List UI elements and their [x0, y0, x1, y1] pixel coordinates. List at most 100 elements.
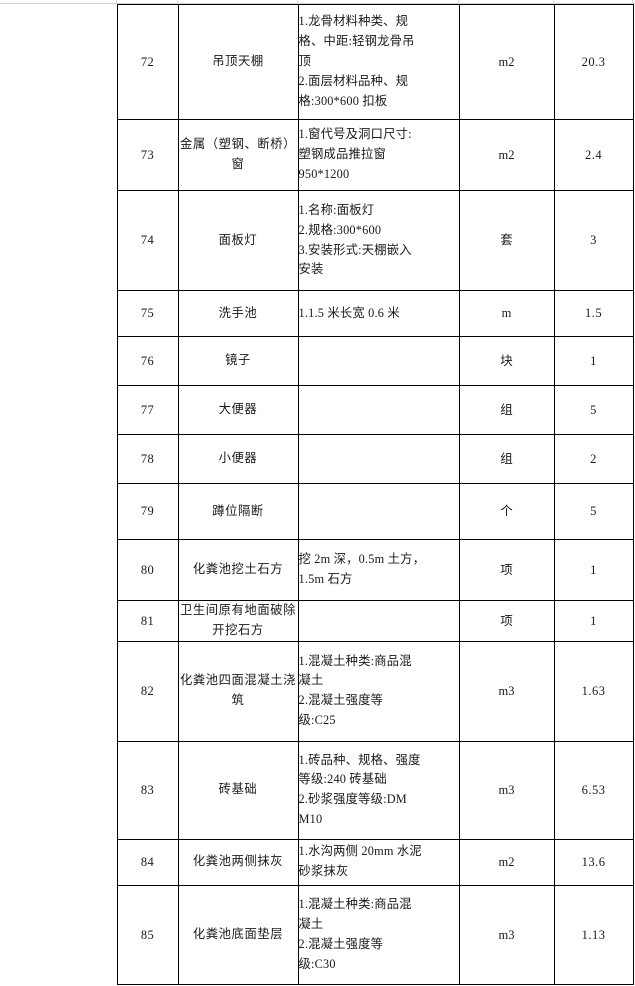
cell-item-description: 1.龙骨材料种类、规 格、中距:轻钢龙骨吊顶 2.面层材料品种、规 格:300*600… [297, 4, 460, 120]
description-line: 1.1.5 米长宽 0.6 米 [298, 305, 400, 320]
description-line: 凝土 [298, 916, 324, 931]
row-left-margin [5, 336, 118, 386]
cell-item-description [297, 600, 460, 642]
cell-unit: m2 [458, 838, 555, 886]
cell-quantity: 5 [553, 385, 634, 435]
cell-item-number: 78 [116, 434, 179, 484]
cell-unit: 组 [458, 385, 555, 435]
cell-item-description [297, 434, 460, 484]
cell-unit: m2 [458, 4, 555, 120]
description-line: 2.砂浆强度等级:DM [298, 792, 407, 807]
cell-item-number: 85 [116, 884, 179, 985]
cell-item-name: 化粪池挖土石方 [177, 539, 299, 601]
cell-quantity: 1.5 [553, 290, 634, 337]
cell-unit: m3 [458, 884, 555, 985]
description-line: 950*1200 [298, 166, 350, 181]
cell-item-name: 化粪池底面垫层 [177, 884, 299, 985]
cell-quantity: 20.3 [553, 4, 634, 120]
cropped-previous-row [0, 0, 635, 4]
cell-item-name: 卫生间原有地面破除开挖石方 [177, 600, 299, 642]
row-left-margin [5, 741, 118, 840]
cell-quantity: 1.13 [553, 884, 634, 985]
cell-item-description: 1.混凝土种类:商品混 凝土 2.混凝土强度等 级:C25 [297, 640, 460, 742]
cell-quantity: 13.6 [553, 838, 634, 886]
cell-item-name: 镜子 [177, 336, 299, 386]
cell-quantity: 1.63 [553, 640, 634, 742]
cell-item-number: 73 [116, 119, 179, 191]
cell-unit: 组 [458, 434, 555, 484]
table-row: 77 大便器 组 5 [5, 385, 634, 435]
row-left-margin [5, 600, 118, 642]
table-row: 76 镜子 块 1 [5, 336, 634, 386]
cell-quantity: 1 [553, 600, 634, 642]
cell-item-number: 84 [116, 838, 179, 886]
table-row: 80 化粪池挖土石方挖 2m 深，0.5m 土方， 1.5m 石方 项 1 [5, 539, 634, 601]
table-row: 72 吊顶天棚 1.龙骨材料种类、规 格、中距:轻钢龙骨吊顶 2.面层材料品种、规 格:3… [5, 4, 634, 120]
description-line: 1.混凝土种类:商品混 [298, 897, 412, 911]
description-line: 1.混凝土种类:商品混 [298, 653, 412, 668]
cell-item-number: 72 [116, 4, 179, 120]
cell-item-name: 洗手池 [177, 290, 299, 337]
cell-quantity: 5 [553, 483, 634, 540]
row-left-margin [5, 885, 118, 985]
table-body: 72 吊顶天棚 1.龙骨材料种类、规 格、中距:轻钢龙骨吊顶 2.面层材料品种、规 格:3… [5, 4, 634, 985]
cell-item-name: 吊顶天棚 [177, 4, 299, 120]
cell-item-number: 77 [116, 385, 179, 435]
cell-item-name: 化粪池四面混凝土浇筑 [177, 640, 299, 742]
description-line: 3.安装形式:天棚嵌入 [298, 242, 412, 257]
table-row: 75 洗手池 1.1.5 米长宽 0.6 米 m 1.5 [5, 290, 634, 337]
cell-item-number: 76 [116, 336, 179, 386]
row-left-margin [5, 539, 118, 601]
cell-item-number: 81 [116, 600, 179, 642]
cell-item-name: 大便器 [177, 385, 299, 435]
description-line: 格、中距:轻钢龙骨吊 [298, 34, 415, 49]
cell-item-description [297, 385, 460, 435]
cell-item-name: 蹲位隔断 [177, 483, 299, 540]
cell-unit: m2 [458, 119, 555, 191]
cell-item-description: 1.混凝土种类:商品混 凝土 2.混凝土强度等 级:C30 [297, 884, 460, 985]
table-row: 79 蹲位隔断 个 5 [5, 483, 634, 540]
cell-item-name: 金属（塑钢、断桥）窗 [177, 119, 299, 191]
description-line: 1.水沟两侧 20mm 水泥 [298, 844, 422, 859]
cell-unit: 项 [458, 600, 555, 642]
description-line: 顶 [298, 54, 311, 69]
description-line: 1.砖品种、规格、强度 [298, 752, 421, 767]
cell-item-number: 74 [116, 190, 179, 291]
description-line: 格:300*600 扣板 [298, 93, 388, 108]
cell-item-number: 80 [116, 539, 179, 601]
cell-item-number: 75 [116, 290, 179, 337]
cell-item-name: 化粪池两侧抹灰 [177, 838, 299, 886]
table-row: 84 化粪池两侧抹灰 1.水沟两侧 20mm 水泥 砂浆抹灰 m2 13.6 [5, 838, 634, 886]
description-line: 砂浆抹灰 [298, 864, 349, 879]
cell-item-description [297, 483, 460, 540]
bid-quantity-table: 72 吊顶天棚 1.龙骨材料种类、规 格、中距:轻钢龙骨吊顶 2.面层材料品种、规 格:3… [5, 4, 634, 985]
cell-item-description: 1.窗代号及洞口尺寸: 塑钢成品推拉窗 950*1200 [297, 119, 460, 191]
cell-unit: 项 [458, 539, 555, 601]
row-left-margin [5, 290, 118, 337]
table-row: 83 砖基础 1.砖品种、规格、强度 等级:240 砖基础 2.砂浆强度等级:DM M10… [5, 740, 634, 840]
description-line: 塑钢成品推拉窗 [298, 147, 386, 162]
cell-quantity: 1 [553, 539, 634, 601]
row-left-margin [5, 119, 118, 191]
table-row: 81 卫生间原有地面破除开挖石方 项 1 [5, 600, 634, 642]
row-left-margin [5, 839, 118, 886]
table-row: 82 化粪池四面混凝土浇筑 1.混凝土种类:商品混 凝土 2.混凝土强度等 级:C25 m3… [5, 640, 634, 742]
cell-item-number: 79 [116, 483, 179, 540]
table-row: 74 面板灯 1.名称:面板灯 2.规格:300*600 3.安装形式:天棚嵌入 安装 套 3 [5, 190, 634, 291]
table-row: 78 小便器 组 2 [5, 434, 634, 484]
description-line: 挖 2m 深，0.5m 土方， [298, 552, 426, 567]
cell-quantity: 3 [553, 190, 634, 291]
description-line: 1.5m 石方 [298, 572, 353, 586]
description-line: 安装 [298, 262, 324, 277]
cell-item-description: 挖 2m 深，0.5m 土方， 1.5m 石方 [297, 539, 460, 601]
cell-item-description: 1.水沟两侧 20mm 水泥 砂浆抹灰 [297, 838, 460, 886]
description-line: 1.龙骨材料种类、规 [298, 14, 409, 29]
description-line: 2.混凝土强度等 [298, 693, 384, 708]
table-row: 73 金属（塑钢、断桥）窗 1.窗代号及洞口尺寸: 塑钢成品推拉窗 950*1200 m2… [5, 119, 634, 191]
cell-item-name: 砖基础 [177, 740, 299, 840]
cell-quantity: 2.4 [553, 119, 634, 191]
description-line: 凝土 [298, 673, 324, 688]
cell-unit: 块 [458, 336, 555, 386]
cell-unit: 套 [458, 190, 555, 291]
